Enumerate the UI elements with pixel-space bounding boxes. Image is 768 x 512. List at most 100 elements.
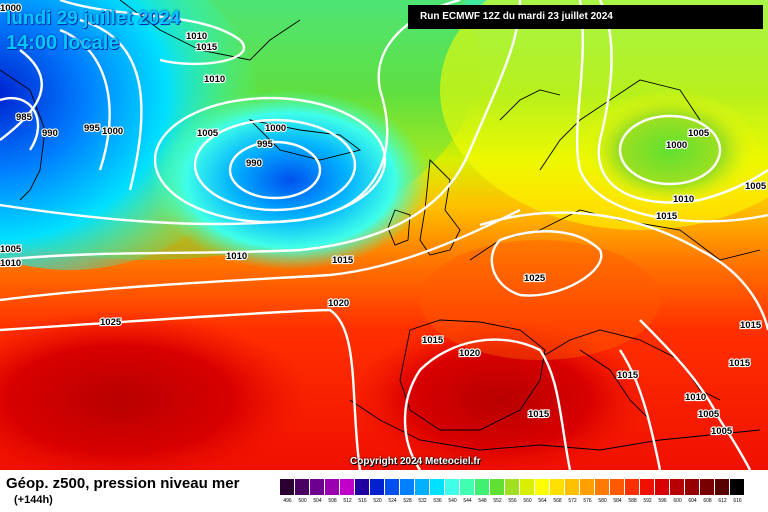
isobar-label: 995 <box>84 123 101 134</box>
scale-tick-label: 540 <box>448 498 457 504</box>
scale-swatch <box>370 479 384 495</box>
isobar-label: 1015 <box>656 211 678 222</box>
isobar-labels: 1000 1010 1015 985 990 995 1000 1010 100… <box>0 2 768 438</box>
isobar-label: 1005 <box>197 128 219 139</box>
scale-swatch <box>280 479 294 495</box>
scale-swatch <box>445 479 459 495</box>
legend-subtitle: (+144h) <box>14 494 53 506</box>
scale-swatch <box>610 479 624 495</box>
isobar-label: 985 <box>16 112 33 123</box>
warm-ridge-iberia <box>350 320 650 470</box>
run-info-banner: Run ECMWF 12Z du mardi 23 juillet 2024 <box>408 5 763 29</box>
isobar-label: 990 <box>42 128 58 139</box>
scale-tick-label: 552 <box>493 498 502 504</box>
scale-swatch <box>700 479 714 495</box>
isobar-label: 1005 <box>745 181 767 192</box>
color-scale: 496 500 504 508 512 516 520 524 528 532 536 540 544 5… <box>280 479 744 507</box>
scale-tick-label: 548 <box>478 498 487 504</box>
scale-tick-label: 528 <box>403 498 412 504</box>
scale-tick-label: 592 <box>643 498 652 504</box>
scale-tick-label: 612 <box>718 498 727 504</box>
isobar-label: 1015 <box>528 409 550 420</box>
isobar-label: 1025 <box>524 273 546 284</box>
scale-swatch <box>430 479 444 495</box>
isobar-label: 1010 <box>204 74 225 85</box>
scale-tick-label: 504 <box>313 498 322 504</box>
scale-tick-label: 600 <box>673 498 682 504</box>
scale-swatch <box>580 479 594 495</box>
scale-tick-label: 584 <box>613 498 622 504</box>
scale-swatch <box>385 479 399 495</box>
scale-tick-label: 532 <box>418 498 427 504</box>
scale-swatch <box>655 479 669 495</box>
scale-tick-label: 544 <box>463 498 472 504</box>
warm-ridge-atlantic <box>0 310 310 470</box>
isobar-label: 1015 <box>422 335 444 346</box>
isobar-label: 1010 <box>226 251 247 262</box>
isobar-label: 1005 <box>711 426 733 437</box>
scale-tick-label: 524 <box>388 498 397 504</box>
isobar-label: 1015 <box>332 255 354 266</box>
isobar-label: 1005 <box>698 409 720 420</box>
scale-tick-label: 580 <box>598 498 607 504</box>
scale-tick-label: 608 <box>703 498 712 504</box>
scale-tick-label: 556 <box>508 498 517 504</box>
scale-swatch <box>340 479 354 495</box>
scale-swatch <box>460 479 474 495</box>
scale-swatch <box>715 479 729 495</box>
scale-tick-label: 520 <box>373 498 382 504</box>
isobar-label: 1000 <box>0 3 21 14</box>
isobar-label: 1020 <box>328 298 349 309</box>
scale-swatch <box>535 479 549 495</box>
scale-tick-label: 596 <box>658 498 667 504</box>
isobar-label: 1000 <box>102 126 123 137</box>
isobar-label: 995 <box>257 139 274 150</box>
scale-tick-label: 576 <box>583 498 592 504</box>
isobar-label: 1015 <box>196 42 218 53</box>
scale-swatch <box>685 479 699 495</box>
scale-tick-label: 516 <box>358 498 367 504</box>
scale-swatch <box>355 479 369 495</box>
isobar-label: 1015 <box>729 358 751 369</box>
scale-tick-label: 508 <box>328 498 337 504</box>
scale-swatch <box>625 479 639 495</box>
legend-title: Géop. z500, pression niveau mer <box>6 475 240 492</box>
scale-tick-label: 616 <box>733 498 742 504</box>
scale-swatch <box>505 479 519 495</box>
scale-swatch <box>415 479 429 495</box>
scale-tick-label: 588 <box>628 498 637 504</box>
isobar-label: 1010 <box>685 392 706 403</box>
scale-tick-label: 604 <box>688 498 697 504</box>
scale-swatch <box>490 479 504 495</box>
isobar-label: 1010 <box>673 194 694 205</box>
isobar-label: 1010 <box>0 258 21 269</box>
scale-swatch <box>565 479 579 495</box>
low-pressure-central <box>150 90 430 270</box>
scale-swatch <box>595 479 609 495</box>
isobar-label: 1000 <box>265 123 286 134</box>
isobar-label: 1005 <box>0 244 22 255</box>
scale-swatch <box>670 479 684 495</box>
weather-map: 1000 1010 1015 985 990 995 1000 1010 100… <box>0 0 768 470</box>
isobar-label: 1015 <box>617 370 639 381</box>
scale-tick-label: 568 <box>553 498 562 504</box>
forecast-local-time: 14:00 locale <box>6 32 120 54</box>
copyright-notice: Copyright 2024 Meteociel.fr <box>350 456 481 467</box>
scale-swatch <box>730 479 744 495</box>
scale-tick-label: 560 <box>523 498 532 504</box>
scale-tick-label: 564 <box>538 498 547 504</box>
isobar-label: 1025 <box>100 317 122 328</box>
low-pressure-northeast <box>580 90 760 210</box>
scale-tick-label: 500 <box>298 498 307 504</box>
isobar-label: 1000 <box>666 140 687 151</box>
scale-swatch <box>640 479 654 495</box>
scale-swatch <box>550 479 564 495</box>
scale-swatch <box>400 479 414 495</box>
isobar-label: 1020 <box>459 348 480 359</box>
scale-swatch <box>325 479 339 495</box>
legend-bar: Géop. z500, pression niveau mer (+144h) … <box>0 470 768 512</box>
isobar-label: 1010 <box>186 31 207 42</box>
isobars <box>0 0 768 470</box>
scale-swatch <box>295 479 309 495</box>
scale-swatch <box>475 479 489 495</box>
